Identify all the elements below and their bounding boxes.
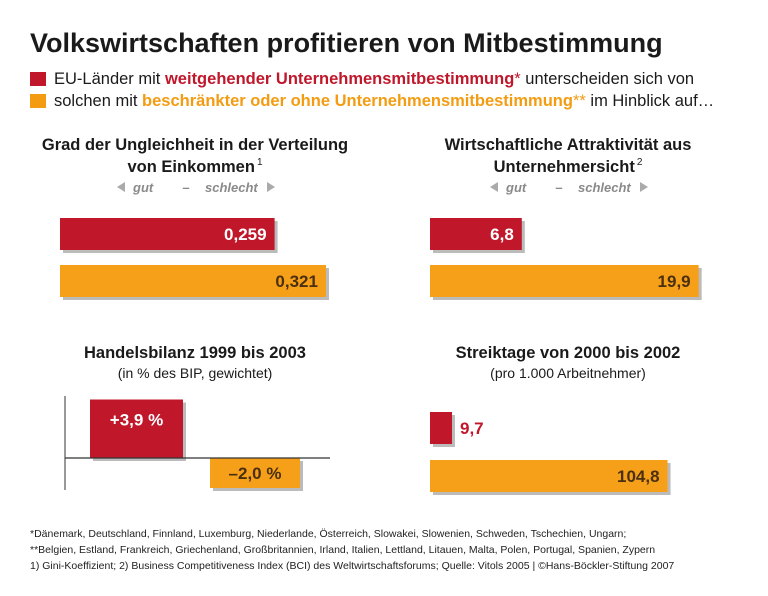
legend-mark: ** [573,92,586,110]
title-note: 2 [637,157,643,168]
chart-title-line: Handelsbilanz 1999 bis 2003 [84,344,306,362]
legend-text: EU-Länder mit weitgehender Unternehmensm… [54,70,694,88]
footnote: 1) Gini-Koeffizient; 2) Business Competi… [30,560,674,572]
chart-title: Grad der Ungleichheit in der Verteilung [42,136,348,154]
scale-label: schlecht [578,180,631,195]
bar [430,460,668,492]
value-label: 0,321 [275,272,318,291]
chart-title: Handelsbilanz 1999 bis 2003 [84,344,306,362]
bar [430,265,699,297]
chart-title: Unternehmersicht 2 [494,157,643,176]
scale-arrow-right [267,182,275,192]
value-label: 19,9 [658,272,691,291]
chart-title: von Einkommen 1 [127,157,262,176]
chart-title-line: Unternehmersicht [494,158,636,176]
value-label: 9,7 [460,419,484,438]
chart-title-line: Streiktage von 2000 bis 2002 [456,344,681,362]
value-label: +3,9 % [110,411,163,430]
scale-label: gut [505,180,527,195]
bar [430,412,452,444]
chart-title-line: von Einkommen [127,158,254,176]
scale-label: schlecht [205,180,258,195]
legend-highlight: beschränkter oder ohne Unternehmensmitbe… [142,92,573,110]
footnote: *Dänemark, Deutschland, Finnland, Luxemb… [30,528,626,540]
bar [90,399,183,458]
scale-arrow-right [640,182,648,192]
chart-title: Wirtschaftliche Attraktivität aus [445,136,692,154]
scale-arrow-left [117,182,125,192]
legend-text: solchen mit beschränkter oder ohne Unter… [54,92,714,110]
legend-swatch [30,72,46,86]
title-note: 1 [257,157,263,168]
page-title: Volkswirtschaften profitieren von Mitbes… [30,28,663,58]
scale-arrow-left [490,182,498,192]
legend-prefix: solchen mit [54,92,142,110]
bar [430,218,522,250]
chart-title-line: Grad der Ungleichheit in der Verteilung [42,136,348,154]
chart-title-line: Wirtschaftliche Attraktivität aus [445,136,692,154]
chart-title: Streiktage von 2000 bis 2002 [456,344,681,362]
footnote: **Belgien, Estland, Frankreich, Griechen… [30,544,655,556]
scale-label: gut [132,180,154,195]
legend-highlight: weitgehender Unternehmensmitbestimmung [164,70,514,88]
legend-swatch [30,94,46,108]
legend-suffix: unterscheiden sich von [521,70,694,88]
bar [60,218,275,250]
bar [210,458,300,488]
value-label: 104,8 [617,467,660,486]
value-label: –2,0 % [229,464,282,483]
legend-mark: * [514,70,521,88]
value-label: 6,8 [490,225,514,244]
legend-suffix: im Hinblick auf… [586,92,714,110]
legend-prefix: EU-Länder mit [54,70,165,88]
scale-label: – [555,180,562,195]
bar [60,265,326,297]
scale-label: – [182,180,189,195]
value-label: 0,259 [224,225,267,244]
chart-subtitle: (pro 1.000 Arbeitnehmer) [490,365,646,381]
chart-subtitle: (in % des BIP, gewichtet) [118,365,273,381]
